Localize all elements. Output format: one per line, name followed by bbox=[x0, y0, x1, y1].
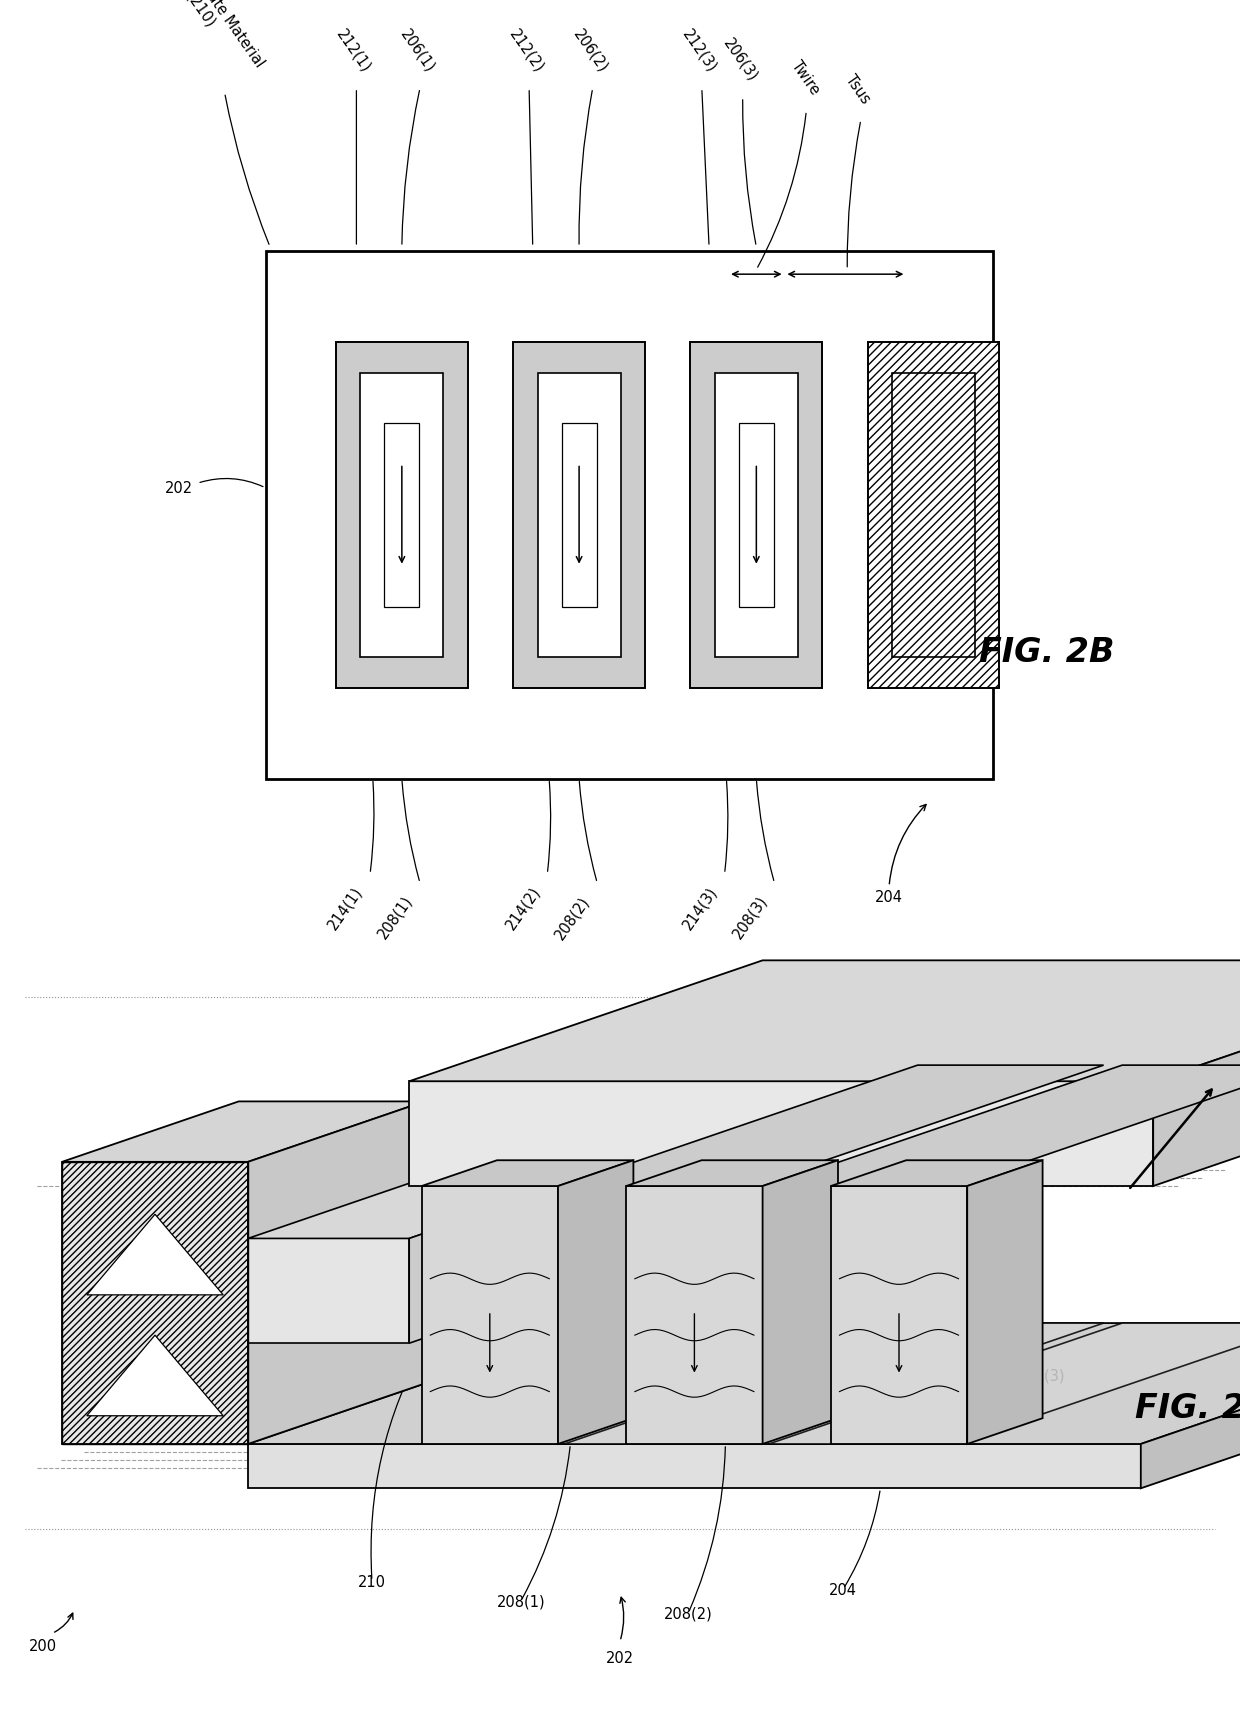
Polygon shape bbox=[248, 1166, 621, 1239]
Text: 206(1): 206(1) bbox=[812, 1063, 861, 1076]
Polygon shape bbox=[831, 1160, 1043, 1186]
Text: 208(2): 208(2) bbox=[553, 893, 593, 941]
Bar bbox=[361, 374, 444, 656]
Text: 202: 202 bbox=[165, 482, 193, 495]
Polygon shape bbox=[564, 1323, 1104, 1445]
Text: 214(1): 214(1) bbox=[325, 884, 366, 932]
Bar bbox=[538, 374, 620, 656]
Bar bbox=[831, 1186, 967, 1445]
Text: 206(2): 206(2) bbox=[911, 1111, 960, 1126]
Bar bbox=[562, 423, 596, 608]
Text: 206(2): 206(2) bbox=[570, 27, 610, 75]
Text: Y: Y bbox=[1228, 1068, 1240, 1087]
Text: 206(1): 206(1) bbox=[397, 27, 438, 75]
Polygon shape bbox=[409, 962, 1240, 1082]
Text: 212(2): 212(2) bbox=[506, 27, 547, 75]
Polygon shape bbox=[87, 1215, 223, 1296]
Bar bbox=[248, 1445, 1141, 1488]
Polygon shape bbox=[558, 1160, 634, 1445]
Polygon shape bbox=[1153, 962, 1240, 1186]
Text: 206(3): 206(3) bbox=[720, 36, 760, 84]
Bar bbox=[868, 343, 999, 689]
Text: 208(3): 208(3) bbox=[730, 893, 770, 941]
Polygon shape bbox=[769, 1066, 1240, 1186]
Polygon shape bbox=[1141, 1323, 1240, 1488]
Text: 204: 204 bbox=[874, 806, 926, 905]
Text: 204: 204 bbox=[830, 1582, 857, 1597]
Text: FIG. 2B: FIG. 2B bbox=[980, 636, 1115, 668]
Bar bbox=[422, 1186, 558, 1445]
Text: 212(3): 212(3) bbox=[680, 27, 719, 75]
Polygon shape bbox=[967, 1160, 1043, 1445]
Bar bbox=[513, 343, 645, 689]
Bar bbox=[384, 423, 419, 608]
Bar bbox=[691, 343, 822, 689]
Polygon shape bbox=[626, 1160, 838, 1186]
Text: 206(3): 206(3) bbox=[998, 1159, 1047, 1174]
Bar bbox=[714, 374, 797, 656]
Text: 208(2): 208(2) bbox=[663, 1606, 713, 1621]
Bar bbox=[626, 1186, 763, 1445]
Polygon shape bbox=[422, 1160, 634, 1186]
Polygon shape bbox=[409, 1166, 621, 1344]
Text: Gate Material
(210): Gate Material (210) bbox=[184, 0, 268, 79]
Polygon shape bbox=[248, 1323, 1240, 1445]
Polygon shape bbox=[769, 1323, 1240, 1445]
Text: 200: 200 bbox=[30, 1637, 57, 1652]
Bar bbox=[739, 423, 774, 608]
Text: 214(2): 214(2) bbox=[502, 884, 543, 932]
Polygon shape bbox=[564, 1066, 1104, 1186]
Text: 208(1): 208(1) bbox=[376, 893, 415, 941]
Text: Twire: Twire bbox=[789, 58, 822, 98]
Polygon shape bbox=[248, 1102, 424, 1445]
Bar bbox=[62, 1162, 248, 1445]
Text: 208(3): 208(3) bbox=[1017, 1368, 1065, 1383]
Bar bbox=[248, 1239, 409, 1344]
Text: Tsus: Tsus bbox=[843, 72, 873, 106]
Polygon shape bbox=[87, 1335, 223, 1416]
Bar bbox=[265, 252, 993, 780]
Text: 208(1): 208(1) bbox=[496, 1594, 546, 1609]
Bar bbox=[892, 374, 975, 656]
Polygon shape bbox=[62, 1102, 424, 1162]
Text: 210: 210 bbox=[358, 1573, 386, 1589]
Text: 214(3): 214(3) bbox=[680, 884, 720, 932]
Text: 202: 202 bbox=[606, 1649, 634, 1664]
Polygon shape bbox=[763, 1160, 838, 1445]
Text: FIG. 2A: FIG. 2A bbox=[1135, 1392, 1240, 1424]
Bar bbox=[62, 1162, 248, 1445]
Bar bbox=[336, 343, 467, 689]
Bar bbox=[409, 1082, 1153, 1186]
Text: 212(1): 212(1) bbox=[334, 27, 373, 75]
